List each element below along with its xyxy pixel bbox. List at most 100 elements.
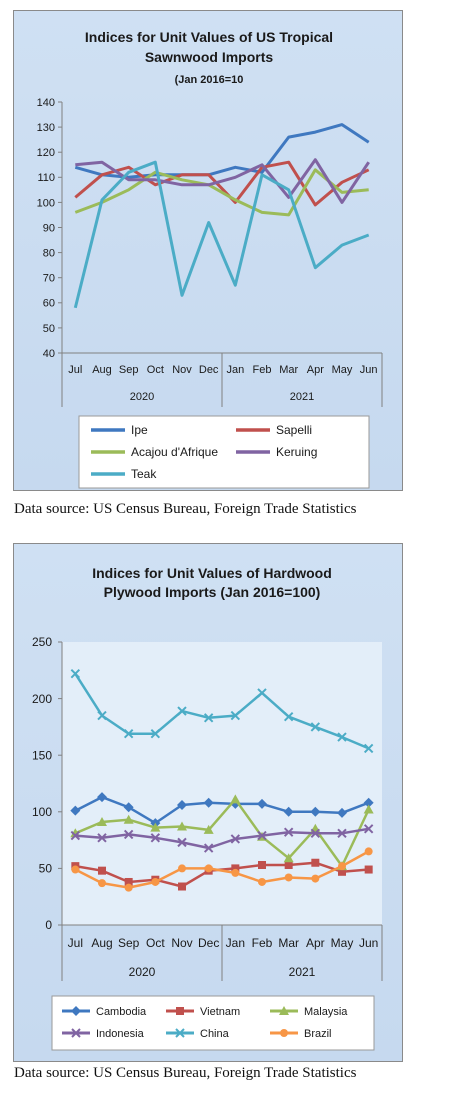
- y-tick-label: 200: [32, 692, 52, 706]
- data-point: [231, 864, 240, 873]
- year-group-label: 2021: [290, 391, 314, 403]
- x-tick-label: Jul: [68, 364, 82, 376]
- sawnwood-chart: Indices for Unit Values of US Tropical Sa…: [13, 10, 403, 491]
- x-tick-label: Feb: [252, 936, 273, 950]
- data-point: [123, 728, 134, 739]
- data-point: [203, 824, 214, 834]
- data-point: [178, 882, 186, 891]
- data-point: [311, 874, 320, 883]
- legend-label: Indonesia: [96, 1028, 145, 1040]
- x-tick-label: Apr: [306, 936, 325, 950]
- data-point: [97, 833, 107, 843]
- x-tick-label: May: [331, 936, 354, 950]
- data-point: [258, 861, 266, 870]
- data-point: [283, 853, 294, 863]
- data-point: [97, 792, 107, 803]
- x-tick-label: Nov: [171, 936, 192, 950]
- data-point: [283, 827, 294, 837]
- x-tick-label: Aug: [92, 364, 112, 376]
- series-line-indonesia: [75, 827, 369, 850]
- data-point: [230, 710, 241, 721]
- x-tick-label: Jun: [360, 364, 378, 376]
- data-point: [364, 847, 373, 856]
- y-tick-label: 120: [37, 147, 55, 159]
- x-tick-label: Sep: [118, 936, 140, 950]
- data-point: [283, 806, 294, 817]
- x-tick-label: Aug: [91, 936, 112, 950]
- y-tick-label: 50: [43, 323, 55, 335]
- legend-box: [78, 415, 370, 489]
- data-point: [150, 728, 161, 739]
- x-tick-label: Jun: [359, 936, 378, 950]
- y-tick-label: 80: [43, 247, 55, 259]
- x-tick-label: Mar: [278, 936, 299, 950]
- data-point: [284, 873, 293, 882]
- y-tick-label: 150: [32, 748, 52, 762]
- series-line-acajou-d-afrique: [74, 168, 369, 217]
- data-point: [123, 814, 134, 824]
- legend-marker: [280, 1029, 288, 1037]
- x-tick-label: Nov: [172, 364, 192, 376]
- y-tick-label: 140: [37, 97, 55, 109]
- data-point: [70, 805, 81, 816]
- series-markers-brazil: [71, 847, 373, 892]
- data-point: [203, 713, 214, 723]
- legend-marker: [71, 1028, 81, 1038]
- y-tick-label: 100: [32, 805, 52, 819]
- x-tick-label: Dec: [199, 364, 219, 376]
- data-point: [150, 822, 161, 832]
- legend-marker: [176, 1007, 184, 1015]
- legend-box: [51, 995, 375, 1051]
- series-line-teak: [73, 160, 370, 309]
- chart-title-line: Plywood Imports (Jan 2016=100): [104, 584, 321, 600]
- x-tick-label: Dec: [198, 936, 219, 950]
- data-point: [98, 866, 106, 875]
- data-point: [338, 867, 346, 876]
- data-point: [98, 879, 106, 888]
- legend-label: Keruing: [276, 445, 317, 459]
- data-point: [230, 798, 241, 809]
- series-line-brazil: [74, 850, 370, 889]
- data-source-note: Data source: US Census Bureau, Foreign T…: [14, 1065, 357, 1081]
- data-point: [177, 821, 187, 831]
- data-point: [363, 743, 374, 754]
- legend-label: Malaysia: [304, 1006, 348, 1018]
- data-point: [310, 828, 321, 839]
- data-point: [258, 877, 266, 886]
- data-point: [337, 807, 347, 818]
- x-tick-label: Jan: [226, 364, 244, 376]
- y-tick-label: 100: [37, 197, 55, 209]
- y-tick-label: 40: [43, 348, 55, 360]
- y-tick-label: 90: [43, 222, 55, 234]
- y-tick-label: 70: [43, 273, 55, 285]
- y-tick-label: 50: [39, 862, 53, 876]
- data-point: [363, 804, 374, 814]
- data-point: [97, 710, 107, 721]
- data-point: [337, 828, 347, 839]
- year-group-label: 2020: [130, 391, 154, 403]
- y-tick-label: 0: [45, 918, 52, 932]
- x-tick-label: Oct: [147, 364, 164, 376]
- data-point: [124, 877, 133, 886]
- data-point: [204, 864, 213, 873]
- data-point: [123, 802, 134, 813]
- data-point: [257, 830, 267, 841]
- data-point: [70, 830, 81, 841]
- data-point: [311, 858, 320, 867]
- x-tick-label: Oct: [146, 936, 165, 950]
- data-point: [71, 865, 80, 874]
- data-point: [363, 797, 374, 808]
- legend-marker: [279, 1006, 289, 1015]
- data-point: [124, 883, 133, 892]
- data-point: [150, 833, 161, 843]
- x-tick-label: Jul: [68, 936, 83, 950]
- data-point: [151, 877, 160, 886]
- data-point: [123, 829, 134, 840]
- data-point: [283, 712, 294, 722]
- data-point: [203, 797, 214, 808]
- x-tick-label: Sep: [119, 364, 139, 376]
- data-point: [337, 732, 347, 742]
- y-tick-label: 60: [43, 298, 55, 310]
- x-tick-label: Jan: [226, 936, 245, 950]
- legend-label: Vietnam: [200, 1006, 240, 1018]
